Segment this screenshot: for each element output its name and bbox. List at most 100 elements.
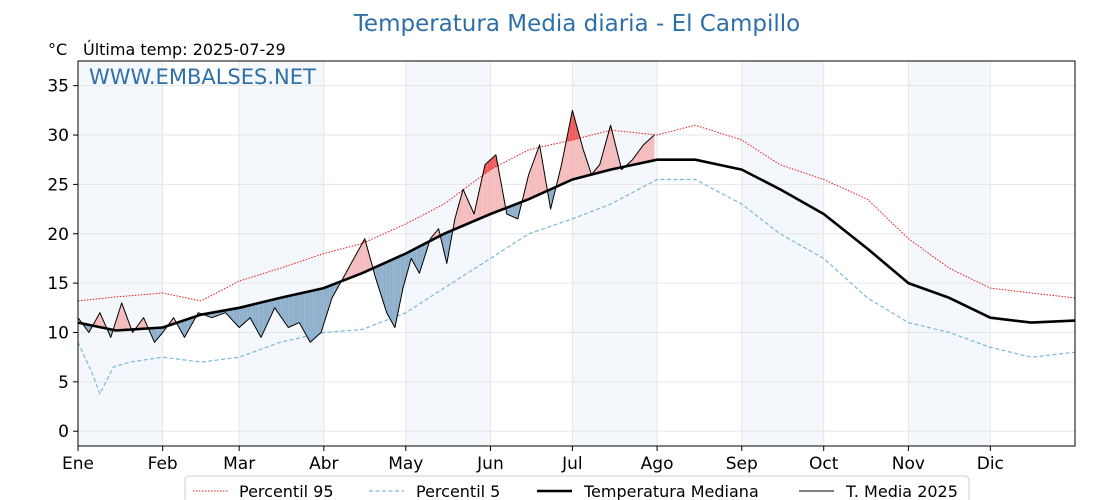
fill-below-median (189, 317, 193, 328)
fill-above-median (460, 189, 464, 227)
fill-below-median (405, 252, 409, 279)
fill-below-median (247, 305, 251, 321)
fill-above-median (487, 159, 491, 216)
fill-above-median (607, 125, 611, 171)
fill-above-median (536, 144, 540, 196)
y-tick-label: 10 (47, 323, 69, 343)
fill-above-median (599, 154, 603, 173)
y-tick-label: 20 (47, 225, 69, 245)
fill-below-median (413, 247, 417, 269)
fill-below-median (550, 188, 554, 210)
fill-above-median (138, 321, 141, 330)
y-axis-ticks: 0 5 10 15 20 25 30 35 (47, 77, 78, 442)
fill-above-p95 (572, 110, 576, 140)
fill-above-median (637, 148, 641, 164)
x-tick-label: Dic (977, 454, 1004, 474)
fill-below-median (285, 296, 289, 328)
fill-below-median (179, 321, 182, 333)
fill-below-median (307, 291, 311, 343)
series-lines (77, 109, 1076, 395)
month-shade-ene (78, 61, 163, 446)
legend-frame (184, 475, 970, 500)
fill-above-p95 (487, 159, 491, 172)
legend-label-2025: T. Media 2025 (845, 482, 958, 500)
x-tick-label: Nov (892, 454, 925, 474)
fill-above-median (362, 238, 365, 274)
fill-below-median (304, 291, 308, 338)
fill-below-median (332, 283, 335, 298)
fill-above-median (356, 248, 360, 276)
fill-below-median (334, 282, 338, 293)
fill-above-median (484, 162, 488, 217)
fill-above-median (528, 167, 532, 200)
watermark-text: WWW.EMBALSES.NET (89, 65, 316, 89)
y-tick-label: 5 (58, 373, 69, 393)
fill-above-p95 (575, 120, 578, 140)
y-tick-label: 30 (47, 126, 69, 146)
fill-below-median (315, 289, 319, 338)
fill-below-median (329, 284, 333, 307)
fill-below-median (280, 297, 283, 320)
fill-above-median (454, 209, 458, 230)
fill-below-median (263, 301, 267, 332)
fill-above-median (632, 156, 636, 165)
fill-above-median (367, 248, 371, 271)
fill-below-median (381, 263, 384, 305)
fill-below-median (252, 303, 256, 328)
fill-below-median (230, 308, 234, 322)
fill-above-median (577, 130, 581, 179)
fill-below-median (321, 288, 324, 333)
fill-above-median (534, 152, 537, 197)
fill-below-median (282, 296, 286, 324)
x-tick-label: May (388, 454, 423, 474)
last-temp-label: Última temp: 2025-07-29 (83, 40, 286, 59)
fill-below-median (512, 204, 516, 218)
fill-above-median (525, 174, 529, 201)
fill-above-median (640, 144, 644, 164)
fill-below-median (241, 306, 245, 326)
x-tick-label: Mar (223, 454, 255, 474)
fill-below-median (397, 255, 401, 315)
series-line-percentil-5 (77, 178, 1076, 395)
fill-above-median (353, 253, 357, 277)
fill-above-p95 (569, 110, 573, 141)
fill-below-median (446, 231, 450, 264)
fill-below-median (293, 294, 297, 326)
fill-below-median (310, 290, 313, 343)
fill-below-median (187, 318, 190, 333)
fill-above-median (561, 151, 565, 185)
fill-below-median (266, 300, 270, 326)
fill-above-median (482, 164, 485, 218)
fill-above-median (490, 157, 494, 215)
fill-above-median (613, 136, 617, 170)
y-tick-label: 15 (47, 274, 69, 294)
x-tick-label: Feb (148, 454, 178, 474)
fill-below-median (151, 328, 155, 343)
fill-above-median (646, 139, 649, 163)
month-shade-nov (908, 61, 991, 446)
fill-below-median (386, 260, 390, 318)
fill-above-p95 (490, 157, 494, 170)
fill-above-median (97, 312, 100, 328)
fill-above-median (143, 317, 147, 329)
y-tick-label: 35 (47, 77, 69, 97)
fill-below-median (411, 249, 414, 264)
x-tick-label: Ago (641, 454, 674, 474)
fill-below-median (312, 289, 316, 340)
legend-label-median: Temperatura Mediana (583, 482, 759, 500)
x-tick-label: Ene (62, 454, 94, 474)
month-shading (78, 61, 991, 446)
legend-box: Percentil 95 Percentil 5 Temperatura Med… (184, 475, 970, 500)
fill-above-median (558, 164, 562, 186)
fill-below-median (301, 292, 305, 333)
series-line-temperatura-mediana (77, 158, 1076, 332)
fill-above-median (498, 169, 502, 211)
fill-above-median (124, 310, 128, 330)
x-tick-label: Sep (726, 454, 758, 474)
series-line-percentil-95 (77, 124, 1076, 302)
month-shade-sep (741, 61, 824, 446)
fill-below-median (86, 324, 89, 333)
fill-below-median (296, 293, 300, 324)
fill-below-median (383, 262, 387, 313)
fill-above-median (351, 258, 354, 278)
